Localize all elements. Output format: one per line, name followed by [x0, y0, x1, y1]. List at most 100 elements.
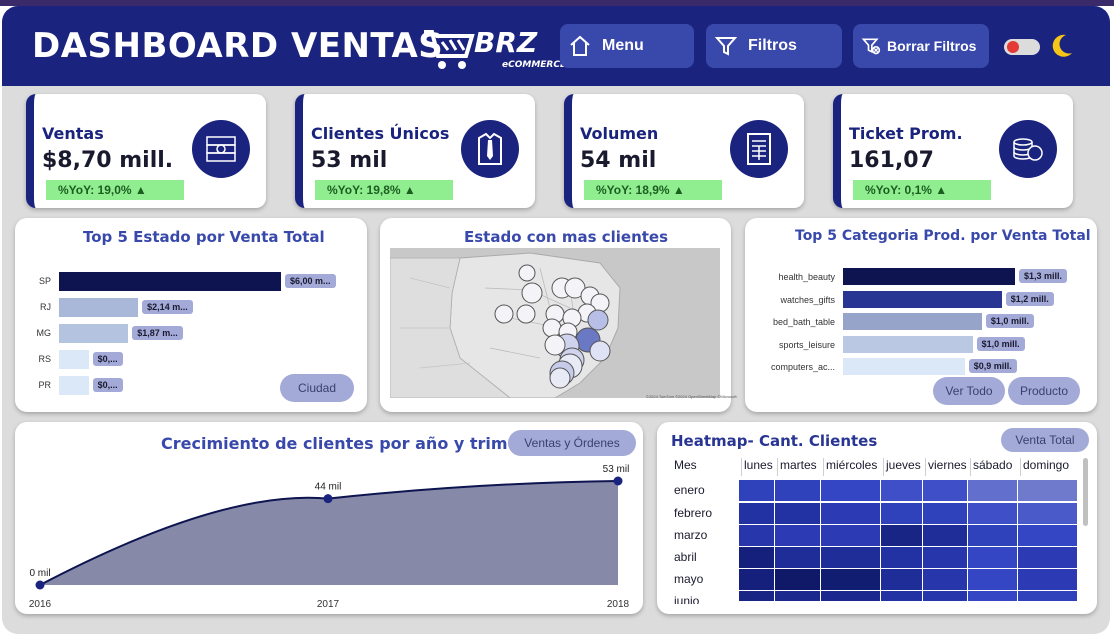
venta-total-button[interactable]: Venta Total [1001, 428, 1089, 452]
heatmap-cell [923, 503, 967, 524]
menu-button-label: Menu [602, 37, 644, 54]
bar [59, 350, 89, 369]
heatmap-cell [881, 591, 922, 601]
heatmap-day-header: domingo [1020, 458, 1069, 476]
kpi-ticket-prom: Ticket Prom. 161,07 %YoY: 0,1% ▲ [833, 94, 1073, 208]
ventas-ordenes-button[interactable]: Ventas y Órdenes [508, 430, 636, 456]
heatmap-cell [775, 591, 820, 601]
bar-category-label: watches_gifts [780, 294, 835, 305]
heatmap-scrollbar[interactable] [1083, 458, 1088, 526]
map-attribution: ©2024 TomTom ©2024 OpenStreetMap ©Micros… [646, 394, 737, 399]
heatmap-cell [821, 525, 880, 546]
heatmap-cell [968, 569, 1017, 590]
data-point[interactable] [35, 580, 45, 590]
bar-category-label: sports_leisure [778, 339, 835, 350]
bar-data-label: $1,87 m... [132, 326, 183, 340]
heatmap-cell [881, 525, 922, 546]
heatmap-day-header: lunes [741, 458, 773, 476]
heatmap-cell [1018, 480, 1077, 501]
heatmap-day-header: martes [777, 458, 817, 476]
card-title: Estado con mas clientes [464, 228, 669, 246]
card-title: Crecimiento de clientes por año y trimes… [161, 434, 564, 453]
filters-button-label: Filtros [748, 37, 797, 54]
bar-category-label: RJ [40, 302, 51, 312]
heatmap-cell [923, 569, 967, 590]
heatmap-cell [923, 547, 967, 568]
bar-category-label: health_beauty [778, 272, 835, 282]
bar [843, 313, 982, 330]
clear-filter-icon [861, 38, 881, 55]
top5-estado-card: Top 5 Estado por Venta Total SP $6,00 m..… [15, 218, 367, 412]
kpi-label: Ticket Prom. [849, 124, 963, 143]
kpi-value: $8,70 mill. [42, 148, 174, 173]
heatmap-day-header: jueves [883, 458, 921, 476]
kpi-label: Volumen [580, 124, 659, 143]
bar-data-label: $1,2 mill. [1005, 291, 1054, 306]
kpi-value: 53 mil [311, 148, 388, 173]
crecimiento-area-chart: 0 mil 2016 44 mil 2017 53 mil 2018 [29, 464, 630, 610]
heatmap-cell [739, 569, 774, 590]
kpi-value: 161,07 [849, 148, 934, 173]
data-label: 0 mil [29, 568, 50, 579]
bar-category-label: computers_ac... [770, 362, 835, 372]
kpi-yoy-badge: %YoY: 0,1% ▲ [853, 180, 991, 200]
bar-category-label: MG [36, 328, 52, 338]
heatmap-cell [775, 547, 820, 568]
kpi-yoy-badge: %YoY: 19,0% ▲ [46, 180, 184, 200]
bar-category-label: RS [38, 354, 51, 364]
data-label: 53 mil [603, 464, 630, 475]
heatmap-day-header: sábado [970, 458, 1012, 476]
dashboard: DASHBOARD VENTAS BRZ eCOMMERCE Menu Filt… [2, 6, 1110, 634]
heatmap-cell [775, 503, 820, 524]
kpi-label: Clientes Únicos [311, 124, 450, 143]
receipt-icon [730, 120, 788, 178]
menu-button[interactable]: Menu [560, 24, 694, 68]
map-card: Estado con mas clientes [380, 218, 737, 412]
heatmap-month-label: febrero [674, 506, 713, 520]
bar [843, 268, 1015, 285]
heatmap-month-label: enero [674, 483, 705, 497]
heatmap-cell [739, 480, 774, 501]
bar-data-label: $2,14 m... [142, 300, 193, 314]
theme-toggle[interactable] [1004, 39, 1040, 55]
logo-text: BRZ [474, 26, 538, 59]
heatmap-cell [775, 569, 820, 590]
heatmap-cell [968, 503, 1017, 524]
heatmap-cell [1018, 547, 1077, 568]
bar [59, 272, 281, 291]
toggle-knob [1007, 41, 1019, 53]
data-point[interactable] [323, 494, 333, 504]
producto-button[interactable]: Producto [1008, 377, 1080, 405]
heatmap-cell [968, 525, 1017, 546]
clear-filters-button[interactable]: Borrar Filtros [853, 24, 989, 68]
moon-icon[interactable] [1050, 33, 1074, 59]
x-tick-label: 2018 [607, 599, 630, 610]
header-bar: DASHBOARD VENTAS BRZ eCOMMERCE Menu Filt… [2, 6, 1110, 86]
heatmap-header-mes: Mes [674, 458, 697, 472]
card-title: Top 5 Categoria Prod. por Venta Total [795, 228, 1091, 244]
ver-todo-button[interactable]: Ver Todo [933, 377, 1005, 405]
logo-subtext: eCOMMERCE [502, 60, 567, 70]
heatmap-cell [775, 480, 820, 501]
heatmap-cell [821, 569, 880, 590]
bar [59, 324, 129, 343]
filters-button[interactable]: Filtros [706, 24, 842, 68]
heatmap-day-header: miércoles [823, 458, 877, 476]
bar [59, 298, 139, 317]
heatmap-cell [821, 591, 880, 601]
card-title: Heatmap- Cant. Clientes [671, 432, 878, 450]
map-bubbles [494, 264, 611, 389]
home-icon [570, 35, 590, 56]
data-point[interactable] [613, 476, 623, 486]
heatmap-cell [968, 480, 1017, 501]
shirt-tie-icon [461, 120, 519, 178]
brazil-map[interactable] [390, 248, 720, 398]
heatmap-day-header: viernes [925, 458, 967, 476]
kpi-clientes-unicos: Clientes Únicos 53 mil %YoY: 19,8% ▲ [295, 94, 535, 208]
bar-data-label: $1,3 mill. [1019, 269, 1068, 283]
ciudad-button[interactable]: Ciudad [280, 374, 354, 402]
bar-data-label: $0,... [92, 378, 123, 392]
x-tick-label: 2017 [317, 599, 340, 610]
money-icon [192, 120, 250, 178]
heatmap-cell [821, 547, 880, 568]
